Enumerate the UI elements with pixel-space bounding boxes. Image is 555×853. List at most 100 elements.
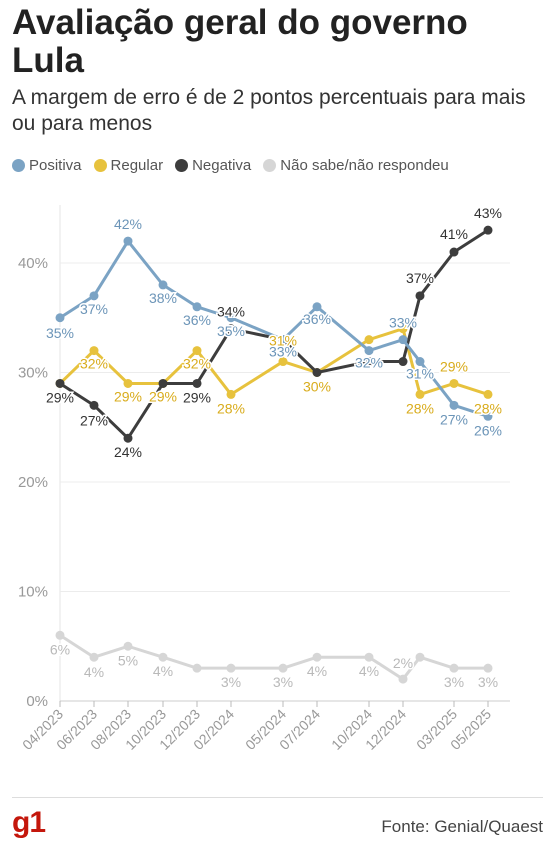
- data-point: [192, 346, 202, 356]
- data-label: 29%: [183, 389, 211, 405]
- data-point: [483, 411, 493, 421]
- data-label: 29%: [46, 389, 74, 405]
- footer-divider: [12, 797, 543, 798]
- data-label: 4%: [359, 663, 379, 679]
- data-point: [55, 378, 65, 388]
- data-label: 27%: [440, 411, 468, 427]
- data-point: [226, 324, 236, 334]
- data-point: [192, 663, 202, 673]
- data-label: 2%: [393, 655, 413, 671]
- legend-swatch-negativa: [175, 159, 189, 172]
- data-label: 34%: [217, 304, 245, 320]
- legend: Positiva Regular Negativa Não sabe/não r…: [12, 157, 449, 174]
- data-point: [89, 291, 99, 301]
- data-point: [449, 663, 459, 673]
- y-tick-label: 20%: [18, 474, 48, 491]
- data-point: [364, 357, 374, 367]
- data-point: [192, 302, 202, 312]
- legend-label-negativa: Negativa: [192, 157, 252, 174]
- data-label: 28%: [406, 400, 434, 416]
- data-label: 41%: [440, 226, 468, 242]
- data-point: [449, 247, 459, 257]
- data-point: [415, 291, 425, 301]
- data-label: 3%: [444, 674, 464, 690]
- data-point: [312, 652, 322, 662]
- data-point: [89, 652, 99, 662]
- data-label: 27%: [80, 412, 108, 428]
- data-point: [398, 674, 408, 684]
- data-point: [312, 368, 322, 377]
- y-tick-label: 40%: [18, 255, 48, 272]
- legend-swatch-regular: [93, 159, 107, 172]
- legend-item-positiva: Positiva: [12, 157, 82, 174]
- data-label: 3%: [273, 674, 293, 690]
- data-label: 32%: [183, 356, 211, 372]
- data-point: [449, 400, 459, 410]
- legend-label-nao-sabe: Não sabe/não respondeu: [280, 157, 449, 174]
- data-label: 42%: [114, 216, 142, 232]
- data-point: [398, 357, 408, 367]
- data-point: [226, 389, 236, 399]
- data-label: 4%: [84, 664, 104, 680]
- data-label: 29%: [149, 388, 177, 404]
- data-label: 28%: [217, 400, 245, 416]
- data-point: [364, 652, 374, 662]
- data-label: 37%: [406, 270, 434, 286]
- data-label: 32%: [80, 356, 108, 372]
- data-label: 5%: [118, 652, 138, 668]
- data-point: [398, 335, 408, 345]
- data-label: 35%: [46, 325, 74, 341]
- data-label: 28%: [474, 400, 502, 416]
- data-point: [192, 378, 202, 388]
- data-point: [449, 378, 459, 388]
- data-label: 33%: [389, 315, 417, 331]
- data-point: [55, 313, 65, 323]
- data-point: [415, 357, 425, 367]
- line-chart: 0%10%20%30%40%04/202306/202308/202310/20…: [18, 204, 510, 753]
- legend-item-regular: Regular: [93, 157, 164, 174]
- data-point: [123, 433, 133, 443]
- data-point: [483, 389, 493, 399]
- data-label: 33%: [269, 344, 297, 360]
- data-label: 6%: [50, 641, 70, 657]
- legend-item-negativa: Negativa: [175, 157, 251, 174]
- data-point: [312, 302, 322, 312]
- y-tick-label: 0%: [26, 693, 48, 710]
- g1-logo: g1: [12, 806, 46, 839]
- legend-swatch-nao-sabe: [263, 159, 277, 172]
- data-label: 36%: [183, 312, 211, 328]
- data-label: 4%: [153, 663, 173, 679]
- source-note: Fonte: Genial/Quaest: [381, 817, 543, 836]
- data-point: [483, 663, 493, 673]
- data-point: [158, 652, 168, 662]
- data-label: 3%: [221, 674, 241, 690]
- legend-label-regular: Regular: [110, 157, 164, 174]
- data-label: 26%: [474, 422, 502, 438]
- data-label: 30%: [303, 379, 331, 395]
- data-label: 38%: [149, 290, 177, 306]
- data-point: [123, 236, 133, 246]
- data-point: [158, 378, 168, 388]
- data-label: 31%: [269, 333, 297, 349]
- y-tick-label: 30%: [18, 365, 48, 382]
- data-point: [415, 652, 425, 662]
- data-point: [226, 313, 236, 323]
- data-point: [278, 663, 288, 673]
- y-tick-label: 10%: [18, 584, 48, 601]
- data-point: [278, 335, 288, 345]
- data-label: 3%: [478, 674, 498, 690]
- data-label: 36%: [303, 311, 331, 327]
- data-point: [123, 378, 133, 388]
- data-label: 31%: [406, 366, 434, 382]
- data-point: [226, 663, 236, 673]
- legend-swatch-positiva: [12, 159, 25, 172]
- data-label: 29%: [440, 358, 468, 374]
- data-label: 37%: [80, 301, 108, 317]
- data-point: [364, 335, 374, 345]
- data-label: 35%: [217, 323, 245, 339]
- data-label: 43%: [474, 205, 502, 221]
- legend-label-positiva: Positiva: [29, 157, 82, 174]
- legend-item-nao-sabe: Não sabe/não respondeu: [263, 157, 449, 174]
- data-point: [278, 357, 288, 367]
- data-point: [364, 346, 374, 356]
